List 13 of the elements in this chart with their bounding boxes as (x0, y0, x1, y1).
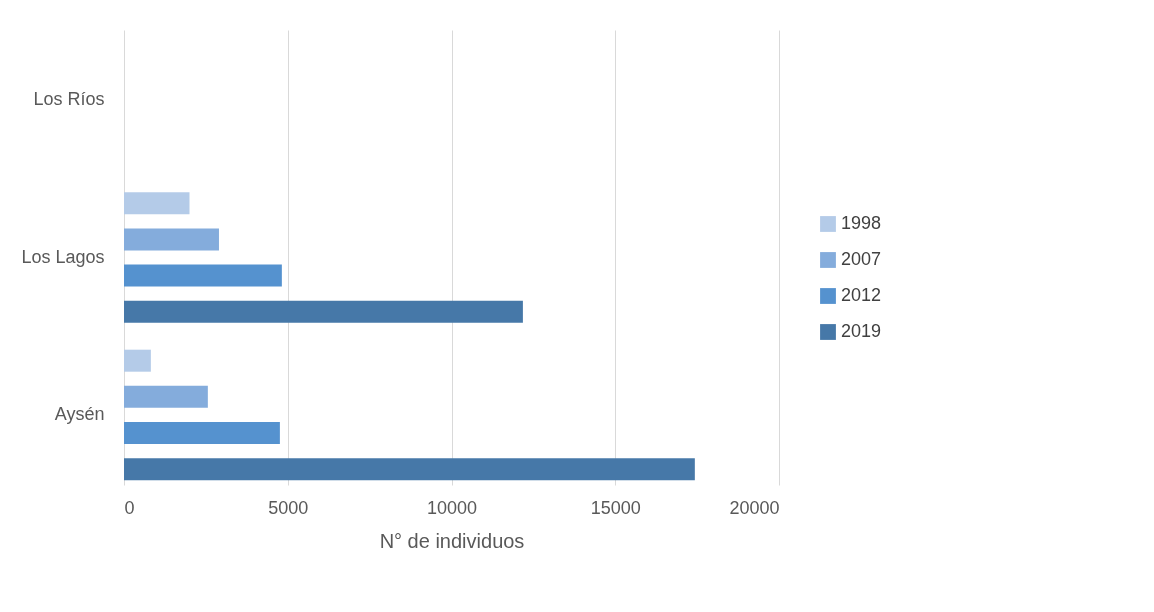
x-tick-label: 0 (124, 497, 135, 518)
legend-label: 2012 (841, 285, 882, 305)
x-axis-title: N° de individuos (379, 529, 525, 552)
x-tick-label: 15000 (590, 497, 641, 518)
y-tick-label: Los Ríos (33, 89, 105, 110)
x-tick-label: 20000 (729, 497, 780, 518)
y-tick-label: Los Lagos (21, 246, 105, 267)
x-tick-label: 5000 (268, 497, 309, 518)
legend-label: 1998 (841, 213, 882, 233)
legend-label: 2007 (841, 249, 882, 269)
legend-label: 2019 (841, 321, 882, 341)
y-tick-label: Aysén (54, 403, 105, 424)
x-tick-label: 10000 (426, 497, 478, 518)
